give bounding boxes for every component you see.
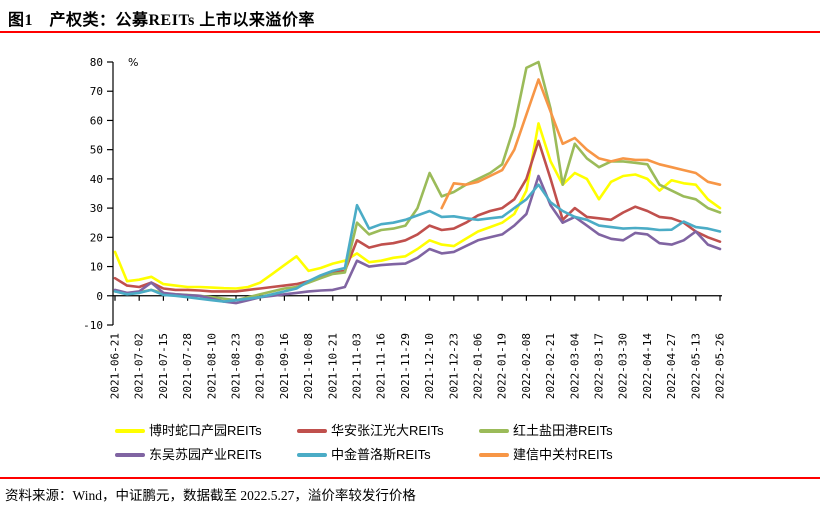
x-tick-label: 2022-05-26: [714, 333, 727, 399]
bottom-rule: [0, 477, 820, 479]
x-tick-label: 2021-06-21: [109, 333, 122, 399]
legend-label: 红土盐田港REITs: [513, 423, 613, 438]
x-tick-label: 2021-12-23: [447, 333, 460, 399]
series-line-东吴苏园产业REITs: [113, 174, 722, 305]
y-tick-label: 0: [96, 290, 103, 303]
legend-item: 建信中关村REITs: [479, 448, 661, 461]
x-tick-label: 2022-01-06: [472, 333, 485, 399]
premium-line-chart: 80 70 60 50 40 30 20 10 0 -10% 2021-06-21 2021-07-0…: [83, 56, 727, 400]
legend-item: 华安张江光大REITs: [297, 424, 479, 437]
x-tick-label: 2021-08-23: [230, 333, 243, 399]
x-tick-label: 2021-11-03: [351, 333, 364, 399]
x-tick-label: 2022-03-30: [617, 333, 630, 399]
x-tick-label: 2021-09-03: [254, 333, 267, 399]
legend-item: 中金普洛斯REITs: [297, 448, 479, 461]
y-tick-label: 40: [90, 173, 103, 186]
legend-line-swatch: [115, 452, 145, 457]
x-tick-label: 2022-04-27: [665, 333, 678, 399]
x-tick-label: 2021-10-08: [302, 333, 315, 399]
series-line-中金普洛斯REITs: [113, 183, 722, 303]
x-tick-label: 2021-12-10: [423, 333, 436, 399]
x-tick-label: 2021-11-16: [375, 333, 388, 399]
chart-legend: 博时蛇口产园REITs 华安张江光大REITs 红土盐田港REITs 东吴苏园产业RE…: [115, 424, 661, 461]
series-line-博时蛇口产园REITs: [113, 122, 722, 290]
legend-label: 博时蛇口产园REITs: [149, 423, 262, 438]
x-tick-label: 2022-02-08: [520, 333, 533, 399]
y-tick-label: 10: [90, 261, 103, 274]
y-tick-label: 20: [90, 231, 103, 244]
legend-label: 华安张江光大REITs: [331, 423, 444, 438]
legend-line-swatch: [479, 428, 509, 433]
legend-line-swatch: [297, 452, 327, 457]
legend-label: 建信中关村REITs: [513, 447, 613, 462]
x-tick-label: 2021-10-21: [326, 333, 339, 399]
x-tick-label: 2021-07-02: [133, 333, 146, 399]
y-tick-label: 80: [90, 56, 103, 69]
x-tick-label: 2021-07-28: [181, 333, 194, 399]
x-axis: 2021-06-21 2021-07-02 2021-07-15 2021-07-28…: [109, 295, 727, 400]
y-axis-unit: %: [128, 56, 138, 69]
y-axis: 80 70 60 50 40 30 20 10 0 -10%: [83, 56, 138, 332]
x-tick-label: 2021-07-15: [157, 333, 170, 399]
y-tick-label: 60: [90, 114, 103, 127]
legend-label: 中金普洛斯REITs: [331, 447, 431, 462]
x-tick-label: 2021-09-16: [278, 333, 291, 399]
legend-item: 东吴苏园产业REITs: [115, 448, 297, 461]
legend-line-swatch: [479, 452, 509, 457]
x-tick-label: 2022-02-21: [544, 333, 557, 399]
legend-item: 博时蛇口产园REITs: [115, 424, 297, 437]
source-note: 资料来源：Wind，中证鹏元，数据截至 2022.5.27，溢价率较发行价格: [5, 488, 416, 503]
x-tick-label: 2022-01-19: [496, 333, 509, 399]
legend-label: 东吴苏园产业REITs: [149, 447, 262, 462]
y-tick-label: -10: [83, 319, 103, 332]
legend-item: 红土盐田港REITs: [479, 424, 661, 437]
x-tick-label: 2022-05-13: [689, 333, 702, 399]
legend-line-swatch: [297, 428, 327, 433]
x-tick-label: 2021-08-10: [205, 333, 218, 399]
series-line-建信中关村REITs: [440, 78, 722, 210]
top-rule: [0, 31, 820, 33]
x-tick-label: 2022-04-14: [641, 333, 654, 400]
x-tick-label: 2022-03-04: [568, 333, 581, 400]
x-tick-label: 2022-03-17: [593, 333, 606, 399]
series-lines: [113, 60, 722, 305]
figure-title: 图1 产权类：公募REITs 上市以来溢价率: [8, 12, 315, 29]
y-tick-label: 30: [90, 202, 103, 215]
legend-line-swatch: [115, 428, 145, 433]
x-tick-label: 2021-11-29: [399, 333, 412, 399]
y-tick-label: 50: [90, 144, 103, 157]
series-line-红土盐田港REITs: [113, 60, 722, 302]
series-line-华安张江光大REITs: [113, 139, 722, 293]
y-tick-label: 70: [90, 85, 103, 98]
